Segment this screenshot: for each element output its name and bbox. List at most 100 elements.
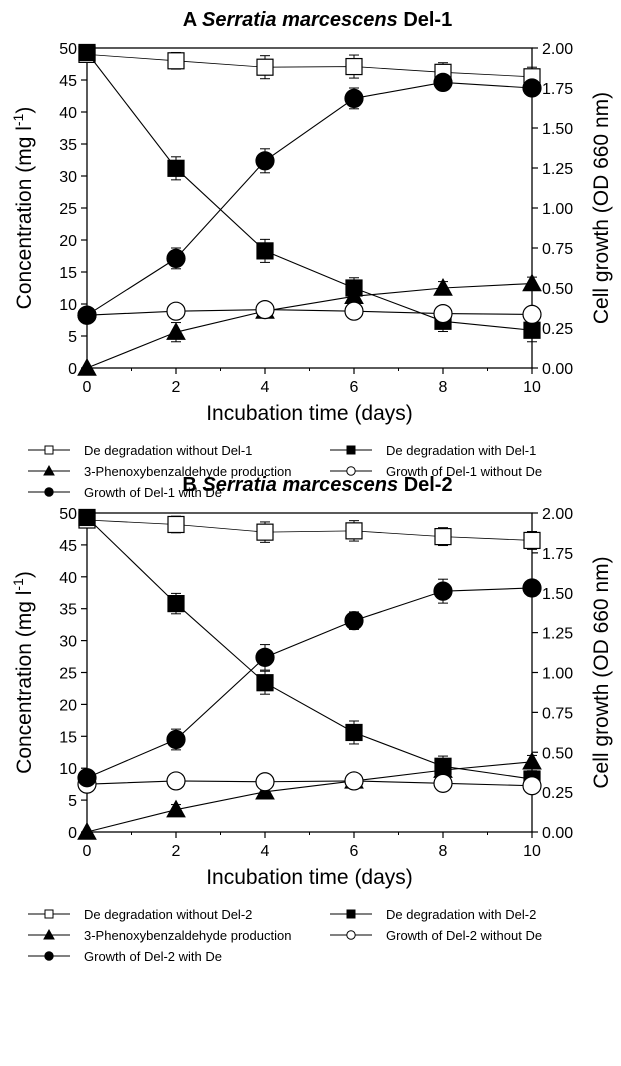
data-point [166, 322, 186, 340]
y-right-tick-label: 0.75 [542, 705, 573, 722]
data-point [166, 771, 186, 791]
series-3 [77, 771, 542, 796]
legend-marker [346, 466, 356, 476]
x-tick-label: 2 [172, 379, 181, 396]
data-point [77, 768, 97, 788]
legend-label: Growth of Del-2 with De [84, 949, 222, 964]
chart-panel-B: B Serratia marcescens Del-2 0 2 4 6 8 10 0 5 10 15… [10, 474, 613, 964]
data-point [167, 159, 185, 177]
data-point [434, 528, 452, 546]
series-line [86, 52, 533, 331]
series-line [86, 587, 533, 779]
data-point [77, 357, 97, 376]
legend-label: Growth of Del-2 without De [386, 928, 542, 943]
data-point [433, 581, 453, 601]
y-right-tick-label: 1.50 [542, 586, 573, 603]
title-species: Serratia marcescens [202, 9, 398, 31]
data-point [166, 301, 186, 321]
panel-letter: B [182, 474, 196, 496]
y-left-tick-label: 0 [68, 361, 77, 378]
plot-frame [86, 47, 533, 369]
y-left-axis-title: Concentration (mg l-1) [10, 571, 36, 774]
y-left-tick-label: 15 [59, 265, 77, 282]
y-left-tick-label: 25 [59, 666, 77, 683]
y-left-tick-label: 35 [59, 602, 77, 619]
y-left-tick-label: 5 [68, 793, 77, 810]
y-left-tick-label: 15 [59, 729, 77, 746]
legend-label: De degradation with Del-2 [386, 907, 536, 922]
data-point [344, 301, 364, 321]
y-left-tick-label: 10 [59, 761, 77, 778]
data-point [256, 242, 274, 260]
y-left-tick-label: 0 [68, 825, 77, 842]
data-point [433, 773, 453, 793]
series-line [86, 519, 533, 541]
legend-label: 3-Phenoxybenzaldehyde production [84, 928, 291, 943]
y-left-axis-title-text: Concentration (mg l [13, 591, 36, 774]
data-point [522, 78, 542, 98]
series-line [86, 282, 533, 369]
y-left-axis-title-close: ) [13, 107, 36, 114]
y-left-tick-label: 25 [59, 201, 77, 218]
y-left-tick-label: 20 [59, 233, 77, 250]
y-right-tick-label: 1.25 [542, 626, 573, 643]
y-right-tick-label: 0.50 [542, 281, 573, 298]
legend: De degradation without Del-2 3-Phenoxyben… [28, 907, 542, 964]
x-axis-title: Incubation time (days) [206, 402, 413, 425]
data-point [77, 821, 97, 840]
y-right-axis-title: Cell growth (OD 660 nm) [590, 92, 613, 324]
legend-label: Growth of Del-1 with De [84, 485, 222, 500]
y-left-tick-label: 20 [59, 697, 77, 714]
y-left-tick-label: 45 [59, 538, 77, 555]
legend-marker [44, 951, 54, 961]
series-line [86, 309, 533, 316]
y-left-axis-title-close: ) [13, 571, 36, 578]
series-1 [78, 43, 541, 343]
data-point [344, 611, 364, 631]
series-2 [77, 273, 542, 376]
data-point [433, 277, 453, 296]
data-point [255, 647, 275, 667]
data-point [167, 515, 185, 534]
y-left-tick-label: 30 [59, 634, 77, 651]
data-point [256, 674, 274, 692]
series-line [86, 81, 533, 316]
y-right-tick-label: 0.50 [542, 745, 573, 762]
x-tick-label: 0 [83, 843, 92, 860]
x-tick-label: 10 [523, 843, 541, 860]
data-point [344, 771, 364, 791]
x-axis-title: Incubation time (days) [206, 866, 413, 889]
x-tick-label: 8 [439, 379, 448, 396]
x-tick-label: 8 [439, 843, 448, 860]
legend-marker [346, 445, 356, 455]
y-left-tick-label: 50 [59, 506, 77, 523]
data-point [256, 58, 274, 76]
series-0 [78, 45, 541, 87]
y-right-tick-label: 0.25 [542, 321, 573, 338]
data-point [522, 304, 542, 324]
legend-marker [44, 487, 54, 497]
y-left-axis-title-text: Concentration (mg l [13, 126, 36, 309]
y-right-tick-label: 2.00 [542, 506, 573, 523]
data-point [78, 43, 96, 62]
y-left-tick-label: 50 [59, 41, 77, 58]
x-tick-label: 4 [261, 843, 270, 860]
legend-marker [346, 909, 356, 919]
x-tick-label: 2 [172, 843, 181, 860]
series-line [86, 761, 533, 833]
series-2 [77, 751, 542, 840]
data-point [256, 523, 274, 541]
legend-label: De degradation without Del-1 [84, 443, 252, 458]
y-right-tick-label: 0.00 [542, 361, 573, 378]
title-species: Serratia marcescens [202, 474, 398, 496]
series-4 [77, 578, 542, 788]
data-point [523, 531, 541, 550]
legend-label: De degradation without Del-2 [84, 907, 252, 922]
data-point [166, 799, 186, 818]
legend-marker [43, 464, 55, 476]
legend-label: Growth of Del-1 without De [386, 464, 542, 479]
x-tick-label: 6 [350, 843, 359, 860]
legend-marker [44, 445, 54, 455]
legend-label: 3-Phenoxybenzaldehyde production [84, 464, 291, 479]
